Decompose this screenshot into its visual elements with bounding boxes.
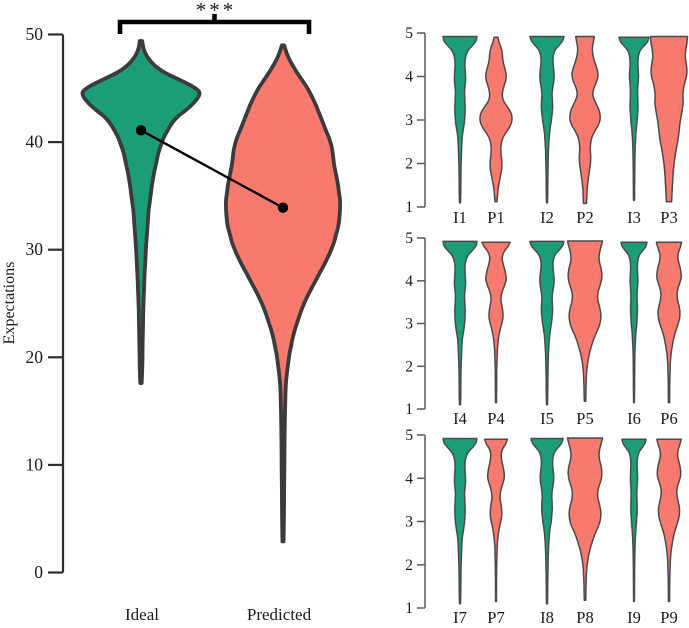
y-tick-label: 30 [26, 239, 44, 259]
y-tick-label: 4 [405, 69, 413, 86]
y-axis-title: Expectations [1, 262, 18, 345]
violin-i6 [620, 241, 648, 404]
violin-i1 [442, 35, 478, 204]
small-multiples-violin-grid: 1 2 3 4 5 I1 P1 I2 P2 I3 P3 1 2 3 4 5 I4 P4 I5 P5 I6 P6 1 2 3 4 5 I… [405, 25, 689, 627]
y-tick-label: 1 [405, 199, 413, 216]
violin-i2 [529, 35, 565, 204]
x-category-label-predicted: Predicted [247, 605, 312, 624]
y-tick-label: 2 [405, 358, 413, 375]
violin-grid-row-3: 1 2 3 4 5 I7 P7 I8 P8 I9 P9 [405, 427, 682, 627]
violin-p3 [649, 35, 689, 203]
y-tick-label: 20 [26, 347, 44, 367]
violin-p5 [566, 240, 604, 403]
y-tick-label: 10 [26, 454, 44, 474]
x-category-label-i4: I4 [453, 409, 467, 428]
mean-point-predicted [277, 202, 289, 213]
x-category-label-i8: I8 [540, 608, 554, 627]
violin-i7 [442, 437, 478, 605]
y-tick-label: 1 [405, 401, 413, 418]
x-category-label-p2: P2 [576, 208, 593, 227]
x-category-label-p5: P5 [576, 409, 593, 428]
main-violin-chart: 0 10 20 30 40 50 Expectations *** Ideal Predicted [1, 0, 343, 624]
y-tick-label: 0 [34, 562, 43, 582]
y-tick-label: 5 [405, 25, 413, 42]
violin-p9 [656, 438, 682, 603]
y-tick-label: 2 [405, 156, 413, 173]
y-tick-label: 3 [405, 316, 413, 333]
y-tick-label: 3 [405, 514, 413, 531]
x-category-label-ideal: Ideal [125, 605, 159, 624]
mean-connector-line [140, 129, 284, 209]
x-category-label-p1: P1 [487, 208, 504, 227]
y-tick-label: 2 [405, 557, 413, 574]
violin-grid-row-1: 1 2 3 4 5 I1 P1 I2 P2 I3 P3 [405, 25, 689, 227]
significance-bracket [117, 19, 312, 34]
y-tick-label: 50 [26, 24, 44, 44]
violin-ideal [80, 39, 202, 385]
violin-p1 [479, 36, 513, 203]
y-tick-label: 5 [405, 230, 413, 247]
violin-p6 [655, 241, 683, 404]
violin-i5 [529, 240, 565, 406]
x-category-label-i5: I5 [540, 409, 554, 428]
y-tick-label: 3 [405, 112, 413, 129]
violin-predicted [223, 43, 343, 544]
x-category-label-p6: P6 [660, 409, 677, 428]
violin-i9 [621, 438, 647, 603]
violin-grid-row-2: 1 2 3 4 5 I4 P4 I5 P5 I6 P6 [405, 230, 683, 428]
x-category-label-p3: P3 [660, 208, 677, 227]
x-category-label-i3: I3 [627, 208, 641, 227]
x-category-label-i6: I6 [627, 409, 641, 428]
violin-p4 [481, 241, 511, 404]
x-category-label-p7: P7 [487, 608, 504, 627]
violin-i4 [442, 240, 478, 406]
y-tick-label: 4 [405, 273, 413, 290]
y-tick-label: 1 [405, 600, 413, 617]
violin-i3 [618, 36, 650, 202]
x-category-label-p8: P8 [576, 608, 593, 627]
x-category-label-p9: P9 [660, 608, 677, 627]
y-tick-label: 5 [405, 427, 413, 444]
y-tick-label: 4 [405, 470, 413, 487]
significance-stars: *** [196, 0, 237, 22]
x-category-label-i1: I1 [453, 208, 467, 227]
x-category-label-i7: I7 [453, 608, 467, 627]
violin-p2 [569, 35, 601, 205]
x-category-label-i2: I2 [540, 208, 554, 227]
violin-p8 [566, 437, 604, 601]
x-category-label-i9: I9 [627, 608, 641, 627]
violin-i8 [530, 437, 564, 605]
y-tick-label: 40 [26, 132, 44, 152]
mean-point-ideal [135, 125, 147, 136]
violin-p7 [483, 438, 509, 603]
x-category-label-p4: P4 [487, 409, 504, 428]
